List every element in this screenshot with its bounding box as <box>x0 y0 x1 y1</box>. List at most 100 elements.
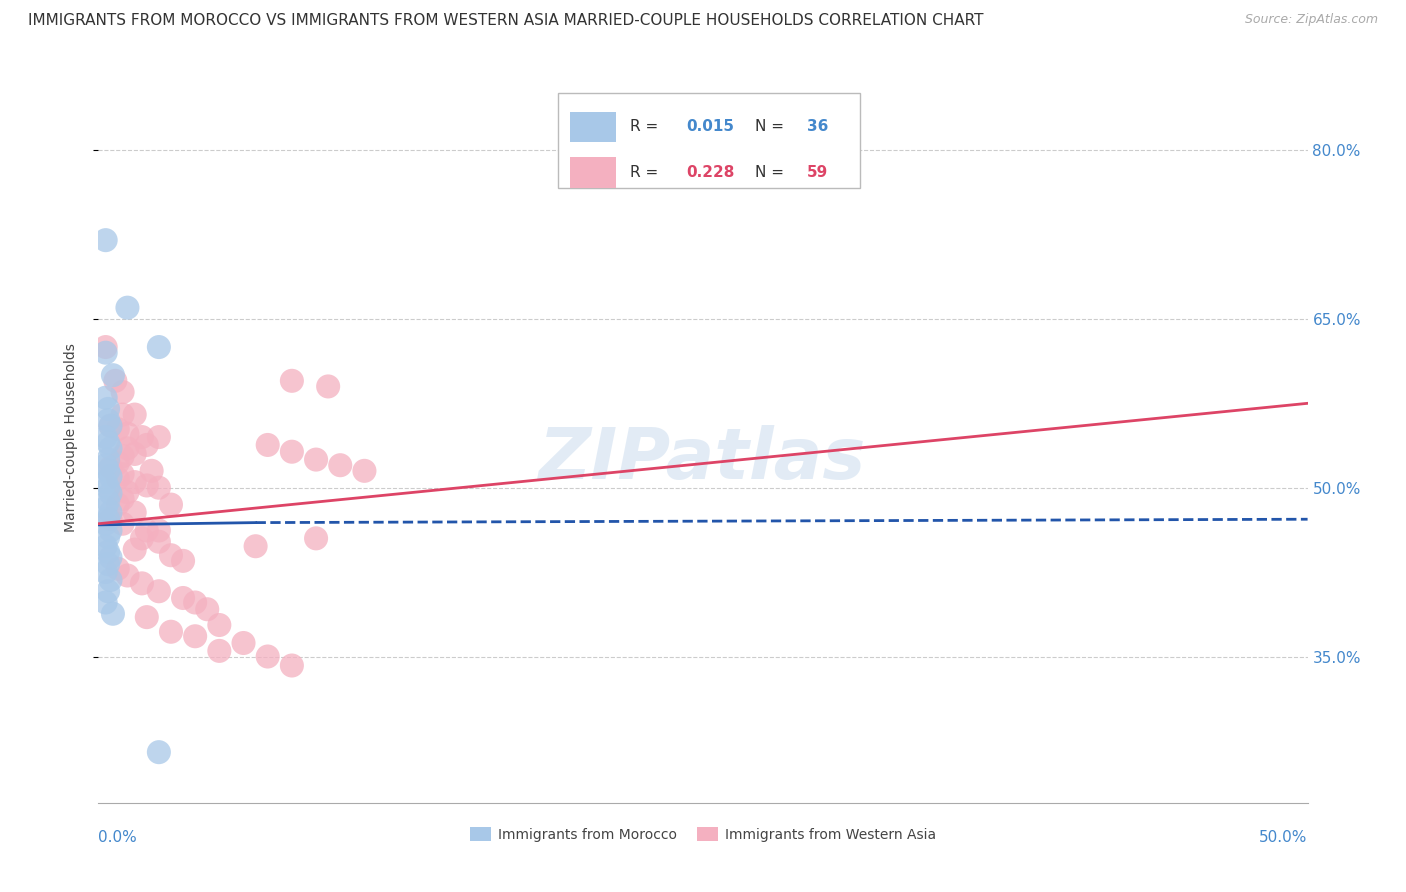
Point <box>208 618 231 632</box>
Point <box>107 562 129 576</box>
Point <box>100 573 122 587</box>
Text: N =: N = <box>755 120 789 135</box>
Point <box>117 568 139 582</box>
Point <box>94 516 117 531</box>
Point <box>111 467 134 482</box>
Point <box>172 591 194 605</box>
Point <box>124 408 146 422</box>
Bar <box>569 112 616 143</box>
Point <box>107 456 129 470</box>
Point <box>135 524 157 538</box>
Point <box>131 430 153 444</box>
Point <box>184 595 207 609</box>
Text: 50.0%: 50.0% <box>1260 830 1308 846</box>
Point <box>101 368 124 383</box>
Point <box>305 532 328 546</box>
Point <box>124 475 146 489</box>
Bar <box>558 94 860 188</box>
Point <box>94 430 117 444</box>
Point <box>94 458 117 473</box>
Point <box>148 430 170 444</box>
Point <box>305 452 328 467</box>
Point <box>172 554 194 568</box>
Point <box>94 340 117 354</box>
Point <box>195 602 218 616</box>
Text: N =: N = <box>755 165 789 180</box>
Text: Source: ZipAtlas.com: Source: ZipAtlas.com <box>1244 13 1378 27</box>
Point <box>281 444 304 458</box>
Point <box>97 512 120 526</box>
Point <box>107 422 129 436</box>
Point <box>97 545 120 559</box>
Point <box>160 498 183 512</box>
Text: R =: R = <box>630 120 664 135</box>
Point <box>94 500 117 515</box>
Point <box>97 464 120 478</box>
Point <box>111 385 134 400</box>
Point <box>329 458 352 473</box>
Text: 59: 59 <box>807 165 828 180</box>
Point <box>111 408 134 422</box>
Bar <box>569 157 616 187</box>
Point <box>100 506 122 520</box>
Point <box>232 636 254 650</box>
Point <box>94 345 117 359</box>
Point <box>111 491 134 506</box>
Text: ZIPatlas: ZIPatlas <box>540 425 866 493</box>
Point <box>97 435 120 450</box>
Text: 0.228: 0.228 <box>686 165 734 180</box>
Point <box>94 539 117 553</box>
Point <box>97 452 120 467</box>
Point <box>97 481 120 495</box>
Point <box>135 610 157 624</box>
Point <box>160 548 183 562</box>
Point <box>131 576 153 591</box>
Point <box>97 584 120 599</box>
Text: 0.015: 0.015 <box>686 120 734 135</box>
Point <box>94 391 117 405</box>
Point <box>107 472 129 486</box>
Point <box>160 624 183 639</box>
Point <box>281 374 304 388</box>
Point <box>97 530 120 544</box>
Point <box>97 413 120 427</box>
Point <box>141 464 163 478</box>
Point <box>97 494 120 508</box>
Point <box>107 498 129 512</box>
Text: R =: R = <box>630 165 664 180</box>
Point <box>124 542 146 557</box>
Point <box>94 233 117 247</box>
Point <box>208 644 231 658</box>
Point <box>256 649 278 664</box>
Point <box>131 532 153 546</box>
Point <box>100 512 122 526</box>
Point <box>100 469 122 483</box>
Text: 36: 36 <box>807 120 828 135</box>
Y-axis label: Married-couple Households: Married-couple Households <box>63 343 77 532</box>
Point <box>281 658 304 673</box>
Point <box>117 426 139 441</box>
Point <box>100 550 122 565</box>
Point <box>100 418 122 433</box>
Point <box>148 481 170 495</box>
Point <box>111 516 134 531</box>
Point <box>100 442 122 456</box>
Point <box>94 595 117 609</box>
Point <box>101 607 124 621</box>
Point <box>184 629 207 643</box>
Point <box>124 447 146 461</box>
Point <box>316 379 339 393</box>
Text: 0.0%: 0.0% <box>98 830 138 846</box>
Point <box>104 374 127 388</box>
Text: IMMIGRANTS FROM MOROCCO VS IMMIGRANTS FROM WESTERN ASIA MARRIED-COUPLE HOUSEHOLD: IMMIGRANTS FROM MOROCCO VS IMMIGRANTS FR… <box>28 13 984 29</box>
Point <box>111 449 134 463</box>
Point <box>117 442 139 456</box>
Point <box>94 475 117 489</box>
Point <box>148 524 170 538</box>
Point <box>117 301 139 315</box>
Point <box>97 401 120 416</box>
Point <box>353 464 375 478</box>
Point <box>100 418 122 433</box>
Point <box>100 486 122 500</box>
Point <box>135 478 157 492</box>
